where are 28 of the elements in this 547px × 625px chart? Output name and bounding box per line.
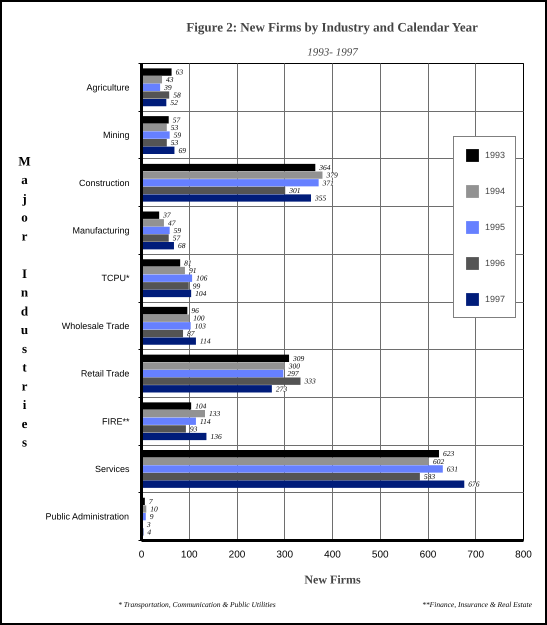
y-tick-label: Manufacturing bbox=[72, 225, 130, 236]
legend-label: 1997 bbox=[485, 294, 506, 304]
legend-label: 1994 bbox=[485, 186, 506, 196]
y-tick-label: TCPU* bbox=[102, 273, 130, 284]
x-tick-label: 800 bbox=[515, 550, 532, 560]
y-tick-label: Retail Trade bbox=[80, 368, 130, 379]
x-tick-label: 400 bbox=[324, 550, 342, 560]
legend-label: 1996 bbox=[485, 258, 506, 268]
legend-label: 1993 bbox=[485, 150, 506, 160]
chart-title: Figure 2: New Firms by Industry and Calendar Year bbox=[186, 20, 478, 34]
y-tick-label: Agriculture bbox=[86, 82, 130, 92]
x-tick-label: 0 bbox=[138, 550, 145, 560]
y-tick-label: FIRE** bbox=[102, 416, 130, 426]
x-tick-label: 500 bbox=[372, 550, 390, 560]
text: Major Industries bbox=[18, 153, 31, 450]
x-tick-label: 200 bbox=[228, 550, 246, 560]
x-tick-label: 600 bbox=[420, 550, 437, 560]
y-tick-label: Wholesale Trade bbox=[62, 320, 130, 331]
y-tick-label: Construction bbox=[78, 178, 130, 188]
chart-subtitle: 1993- 1997 bbox=[307, 46, 358, 58]
y-tick-label: Public Administration bbox=[45, 512, 130, 522]
x-tick-label: 700 bbox=[467, 550, 485, 560]
x-tick-label: 300 bbox=[276, 550, 294, 560]
x-tick-label: 100 bbox=[180, 550, 198, 560]
x-axis-title: New Firms bbox=[304, 572, 361, 586]
y-tick-label: Services bbox=[94, 464, 130, 474]
legend-label: 1995 bbox=[485, 222, 506, 232]
y-tick-label: Mining bbox=[102, 130, 130, 140]
